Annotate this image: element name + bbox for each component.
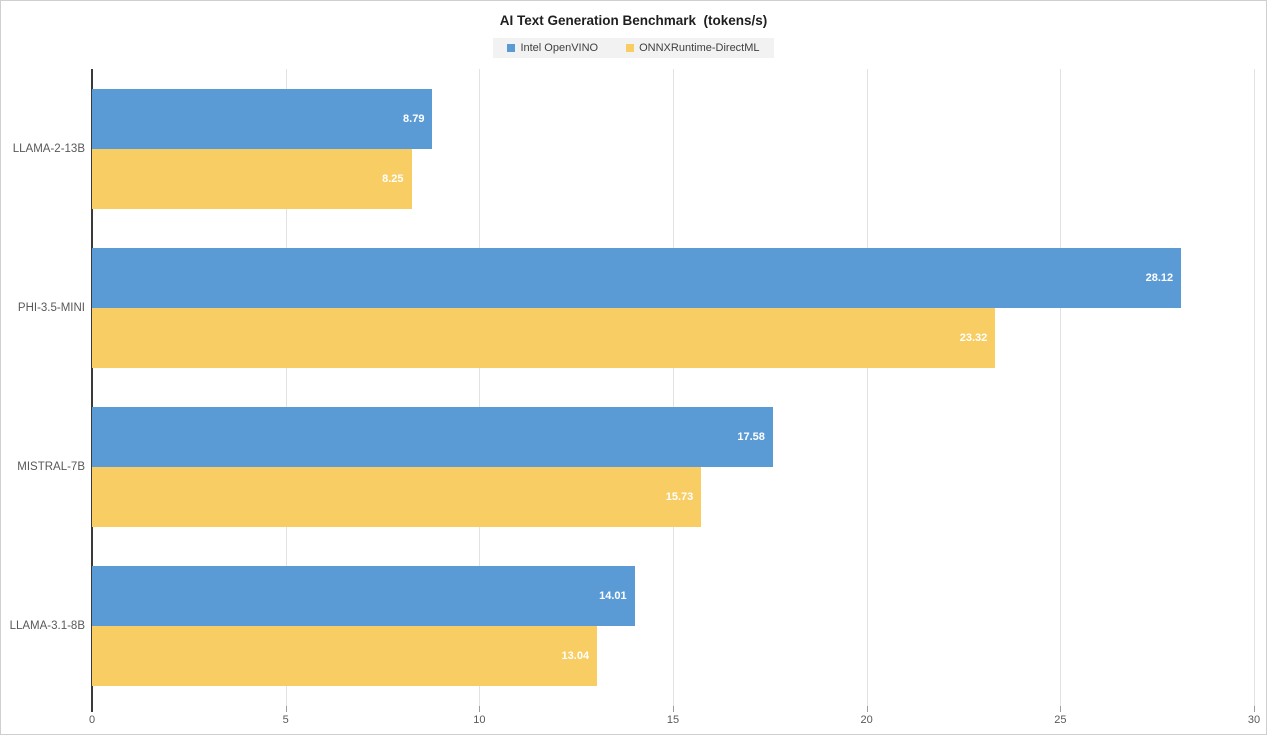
x-tick-label: 5: [282, 714, 289, 726]
bar-onnxruntime-directml: 13.04: [92, 626, 598, 687]
x-tick-mark: [479, 706, 481, 712]
x-tick-label: 15: [666, 714, 680, 726]
legend-swatch-blue-icon: [507, 44, 516, 52]
x-tick-label: 20: [860, 714, 873, 726]
gridline: [1060, 69, 1062, 706]
bar-intel-openvino: 28.12: [92, 247, 1182, 308]
x-tick-mark: [285, 706, 287, 712]
bar-onnxruntime-directml: 8.25: [92, 148, 412, 209]
x-tick-label: 25: [1054, 714, 1067, 726]
bar-onnxruntime-directml: 23.32: [92, 307, 996, 368]
bar-value-label: 15.73: [665, 491, 694, 504]
gridline: [479, 69, 481, 706]
gridline: [285, 69, 287, 706]
bar-onnxruntime-directml: 15.73: [92, 467, 702, 528]
bar-value-label: 13.04: [561, 650, 590, 663]
bar-value-label: 17.58: [737, 431, 765, 444]
x-tick-mark: [866, 706, 868, 712]
category-label: PHI-3.5-MINI: [17, 301, 85, 314]
gridline: [1254, 69, 1255, 706]
category-label: LLAMA-2-13B: [12, 142, 85, 155]
legend: Intel OpenVINO ONNXRuntime-DirectML: [1, 38, 1266, 58]
x-tick-label: 10: [473, 714, 486, 726]
bar-value-label: 8.25: [382, 172, 404, 185]
x-tick-label: 0: [88, 714, 96, 726]
bar-group: MISTRAL-7B 17.58 15.73: [17, 388, 1254, 547]
bar-value-label: 28.12: [1145, 271, 1174, 284]
gridline: [673, 69, 674, 706]
x-tick-mark: [673, 706, 674, 712]
y-axis-line: [91, 69, 93, 712]
bar-group: LLAMA-2-13B 8.79 8.25: [13, 69, 1254, 228]
plot-area: LLAMA-2-13B 8.79 8.25 PHI-3.5-MINI 28.12 23.3…: [10, 69, 1260, 726]
x-tick-mark: [1254, 706, 1255, 712]
legend-box: Intel OpenVINO ONNXRuntime-DirectML: [493, 38, 774, 58]
bar-intel-openvino: 17.58: [92, 407, 773, 468]
legend-label-onnxruntime-directml: ONNXRuntime-DirectML: [639, 42, 760, 54]
bar-value-label: 8.79: [403, 112, 425, 125]
legend-item-onnxruntime-directml: ONNXRuntime-DirectML: [626, 42, 760, 54]
category-label: MISTRAL-7B: [17, 461, 85, 474]
x-tick-mark: [1060, 706, 1062, 712]
bar-rows: LLAMA-2-13B 8.79 8.25 PHI-3.5-MINI 28.12 23.3…: [10, 69, 1254, 706]
bar-group: PHI-3.5-MINI 28.12 23.32: [18, 228, 1254, 387]
bar-value-label: 14.01: [599, 590, 627, 603]
chart-title: AI Text Generation Benchmark (tokens/s): [499, 13, 768, 28]
legend-item-intel-openvino: Intel OpenVINO: [507, 42, 598, 54]
legend-label-intel-openvino: Intel OpenVINO: [520, 42, 599, 54]
bar-group: LLAMA-3.1-8B 14.01 13.04: [10, 547, 1254, 706]
legend-swatch-yellow-icon: [626, 44, 635, 52]
category-label: LLAMA-3.1-8B: [9, 620, 85, 633]
bar-value-label: 23.32: [959, 331, 988, 344]
bar-intel-openvino: 14.01: [92, 566, 635, 627]
gridline: [866, 69, 868, 706]
bar-intel-openvino: 8.79: [92, 88, 433, 149]
x-tick-label: 30: [1247, 714, 1261, 726]
